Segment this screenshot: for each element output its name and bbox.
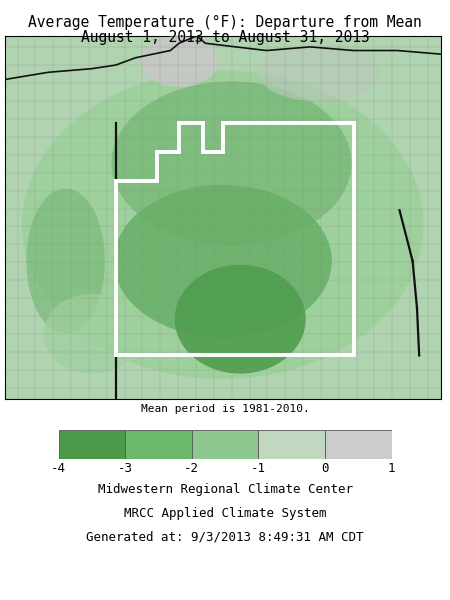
Bar: [192, 430, 258, 459]
Ellipse shape: [113, 185, 332, 337]
Ellipse shape: [22, 70, 423, 379]
Ellipse shape: [44, 294, 140, 374]
Ellipse shape: [27, 188, 105, 334]
Text: Midwestern Regional Climate Center: Midwestern Regional Climate Center: [98, 483, 352, 496]
Bar: [258, 430, 325, 459]
Ellipse shape: [258, 43, 380, 101]
Ellipse shape: [112, 82, 351, 245]
Text: Mean period is 1981-2010.: Mean period is 1981-2010.: [140, 404, 310, 415]
Text: MRCC Applied Climate System: MRCC Applied Climate System: [124, 507, 326, 520]
Bar: [325, 430, 392, 459]
Text: Average Temperature (°F): Departure from Mean: Average Temperature (°F): Departure from…: [28, 15, 422, 30]
Ellipse shape: [175, 265, 306, 374]
Ellipse shape: [140, 36, 218, 87]
Text: Generated at: 9/3/2013 8:49:31 AM CDT: Generated at: 9/3/2013 8:49:31 AM CDT: [86, 531, 364, 544]
Bar: [58, 430, 125, 459]
Bar: [125, 430, 192, 459]
Text: August 1, 2013 to August 31, 2013: August 1, 2013 to August 31, 2013: [81, 30, 369, 45]
